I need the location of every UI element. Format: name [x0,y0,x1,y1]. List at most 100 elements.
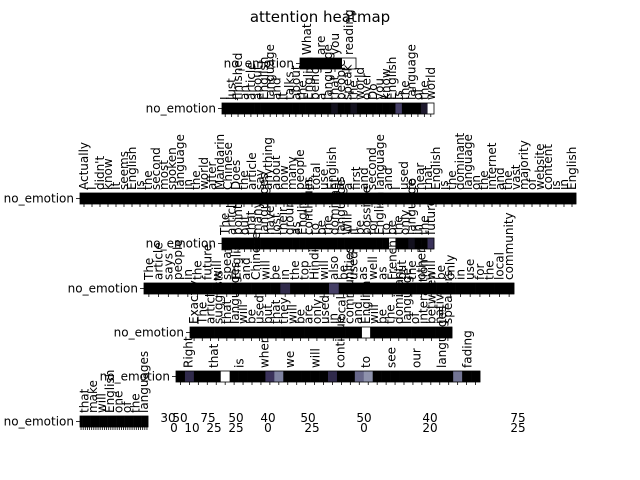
bottom-tick-label: 50 [356,411,371,425]
heatmap-cell [238,371,248,382]
heatmap-cell [328,58,343,69]
heatmap-cell [324,103,332,114]
bottom-tick-label: 25 [228,421,243,435]
heatmap-cell [338,283,349,294]
heatmap-cell [266,103,274,114]
token-label: for [366,218,380,235]
heatmap-cell [353,327,363,338]
token-label: see [384,347,398,368]
heatmap-cell [288,327,297,338]
heatmap-cell [301,371,311,382]
token-label: English [125,147,139,190]
token-label: most [157,160,171,190]
heatmap-cell [128,416,132,427]
bottom-tick-label: 25 [304,421,319,435]
bottom-tick-label: 20 [422,421,437,435]
heatmap-cell [378,327,387,338]
heatmap-cell [280,327,289,338]
token-label: article [204,286,218,324]
token-label: to [359,356,373,368]
token-label: we [283,351,297,368]
heatmap-cell [251,283,262,294]
token-label: the [392,215,406,235]
token-label: vast [509,164,523,190]
heatmap-cell [206,327,215,338]
bottom-tick-label: 0 [264,421,272,435]
heatmap-cell [228,103,236,114]
bottom-tick-label: 40 [422,411,437,425]
heatmap-cell [408,371,418,382]
heatmap-cell [336,371,347,382]
token-label: English [429,147,443,190]
token-label: they [277,297,291,324]
token-label: content [541,144,555,190]
row-label: no_emotion [146,102,216,116]
heatmap-cell [321,327,330,338]
heatmap-cell [231,283,242,294]
token-label: make [86,380,100,413]
token-label: Actually [77,142,91,190]
heatmap-cell [512,193,521,204]
token-label: have [263,206,277,235]
bottom-tick-label: 30 [160,411,175,425]
heatmap-cell [427,327,436,338]
heatmap-cell [192,283,203,294]
heatmap-cell [484,283,495,294]
token-label: continues [302,177,316,235]
row-label: no_emotion [146,237,216,251]
heatmap-cell [397,283,408,294]
row-label: no_emotion [68,282,138,296]
token-label: article [225,197,239,235]
token-label: languages [257,173,271,235]
heatmap-cell [299,103,306,114]
heatmap-cell [311,103,319,114]
heatmap-cell [222,103,229,114]
heatmap-cell [337,238,345,249]
heatmap-cell [143,416,147,427]
token-label: being [308,66,322,100]
token-label: website [533,144,547,191]
heatmap-cell [241,283,252,294]
heatmap-cell [292,238,300,249]
heatmap-cell [528,193,537,204]
heatmap-cell [137,416,140,427]
heatmap-cell [208,193,217,204]
token-label: speak [340,64,354,100]
heatmap-cell [344,193,353,204]
heatmap-cell [198,327,207,338]
token-label: and [270,77,284,100]
heatmap-cell [239,327,248,338]
row-label: no_emotion [4,192,74,206]
token-label: many [250,201,264,235]
heatmap-cell [286,238,293,249]
heatmap-cell [292,371,302,382]
token-label: majority [517,140,531,190]
heatmap-cell [122,416,125,427]
token-label: of [408,312,422,324]
heatmap-cell [84,416,87,427]
heatmap-cell [394,327,404,338]
token-label: in [453,269,467,280]
bottom-tick-label: 0 [170,421,178,435]
token-label: be [268,265,282,280]
token-label: will [94,393,108,413]
token-label: the [237,170,251,190]
token-label: the [417,80,431,100]
token-label: communities [343,246,357,324]
token-label: that [269,299,283,324]
heatmap-cell [496,193,505,204]
token-label: people [334,59,348,100]
token-label: is [437,180,451,190]
token-label: how [277,165,291,190]
token-label: native [433,287,447,324]
row-label: no_emotion [4,415,74,429]
token-label: Do [366,83,380,100]
heatmap-cell [153,283,164,294]
token-label: the [501,170,515,190]
heatmap-cell [350,238,358,249]
heatmap-cell [286,103,293,114]
heatmap-cell [318,103,326,114]
heatmap-cell [135,416,138,427]
heatmap-cell [176,371,186,382]
token-label: points [231,198,245,235]
